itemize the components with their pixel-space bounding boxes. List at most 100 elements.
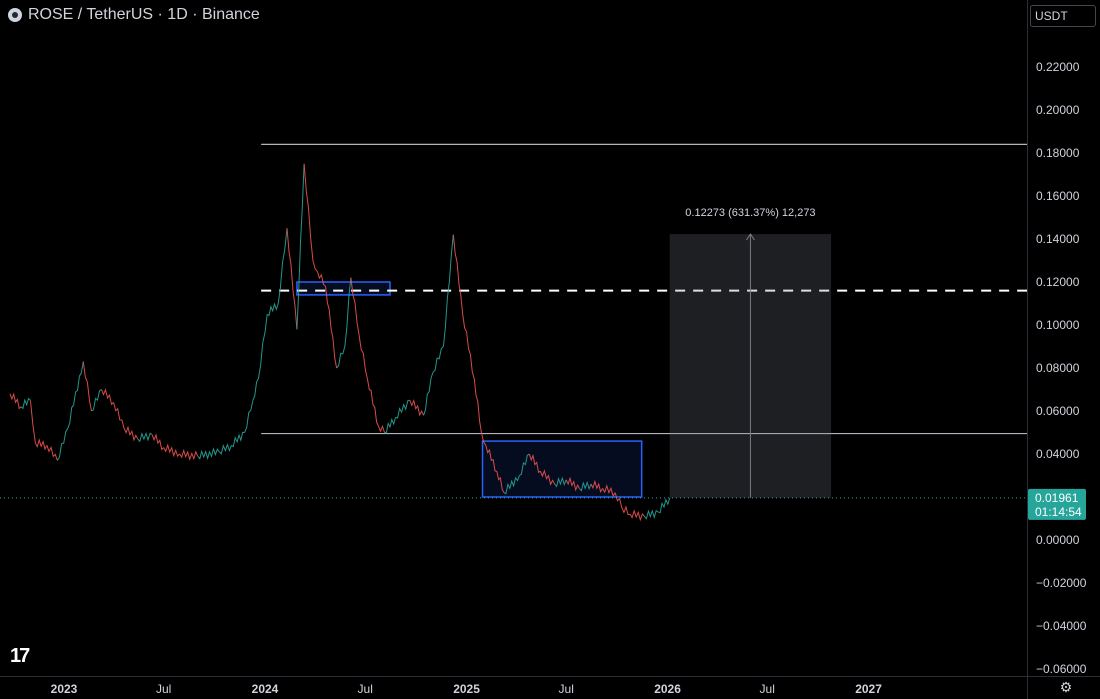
x-tick-label: Jul: [760, 682, 775, 696]
price-series-segment: [554, 476, 567, 488]
price-series-segment: [344, 277, 352, 347]
price-series-segment: [151, 433, 165, 451]
price-series-segment: [179, 448, 199, 461]
y-tick-label: 0.08000: [1036, 361, 1080, 375]
x-tick-label: 2026: [654, 682, 681, 696]
price-series-segment: [503, 475, 520, 495]
price-series-segment: [252, 378, 259, 401]
price-series-segment: [423, 372, 434, 416]
y-tick-label: 0.20000: [1036, 103, 1080, 117]
price-series-segment: [244, 400, 254, 433]
y-tick-label: 0.04000: [1036, 447, 1080, 461]
price-series-segment: [614, 492, 623, 508]
price-series-segment: [602, 484, 616, 498]
price-series-segment: [82, 361, 92, 412]
price-series-segment: [46, 445, 58, 461]
price-series-segment: [528, 453, 541, 474]
y-tick-label: 0.22000: [1036, 60, 1080, 74]
y-tick-label: −0.02000: [1036, 576, 1087, 590]
price-series-segment: [590, 479, 604, 493]
price-series-segment: [316, 271, 326, 287]
price-series-segment: [286, 228, 298, 330]
price-series-segment: [123, 425, 139, 442]
price-series-segment: [113, 402, 125, 429]
y-tick-label: −0.06000: [1036, 662, 1087, 676]
price-series-segment: [303, 163, 314, 261]
y-tick-label: 0.00000: [1036, 533, 1080, 547]
price-series-segment: [277, 228, 288, 304]
price-series-segment: [473, 378, 482, 433]
price-series-segment: [100, 388, 114, 406]
price-series-segment: [20, 397, 31, 410]
price-series-segment: [325, 286, 338, 369]
price-series-segment: [29, 400, 36, 444]
symbol-title[interactable]: ROSE / TetherUS · 1D · Binance: [28, 6, 260, 23]
price-series-segment: [231, 431, 245, 448]
rose-coin-icon: [8, 8, 22, 22]
price-series-segment: [312, 260, 318, 272]
price-series-segment: [56, 427, 69, 461]
price-series-segment: [67, 361, 84, 429]
price-series-segment: [197, 447, 220, 460]
price-badge-countdown: 01:14:54: [1035, 505, 1082, 519]
price-series-segment: [565, 476, 580, 492]
y-tick-label: 0.18000: [1036, 146, 1080, 160]
x-tick-label: 2024: [252, 682, 279, 696]
price-series-segment: [137, 431, 153, 443]
price-series-segment: [358, 335, 368, 379]
x-tick-label: Jul: [358, 682, 373, 696]
price-series-segment: [257, 314, 268, 379]
y-tick-label: 0.06000: [1036, 404, 1080, 418]
price-series-segment: [9, 392, 22, 410]
price-series-segment: [485, 445, 497, 472]
y-tick-label: 0.16000: [1036, 189, 1080, 203]
price-series-segment: [366, 378, 379, 427]
price-series-segment: [266, 302, 279, 317]
measure-arrow-head: [746, 233, 755, 241]
price-series-segment: [384, 417, 396, 434]
price-series-segment: [579, 480, 592, 492]
x-tick-label: Jul: [559, 682, 574, 696]
zone-rectangle[interactable]: [481, 440, 643, 498]
price-series-segment: [452, 234, 464, 315]
y-tick-label: 0.12000: [1036, 275, 1080, 289]
y-tick-label: 0.14000: [1036, 232, 1080, 246]
price-series-segment: [395, 399, 410, 419]
zone-rectangle[interactable]: [296, 281, 391, 296]
price-series-segment: [442, 234, 454, 347]
price-series-segment: [163, 443, 180, 458]
gear-icon[interactable]: ⚙: [1059, 679, 1073, 695]
x-tick-label: 2025: [453, 682, 480, 696]
measure-label: 0.12273 (631.37%) 12,273: [685, 207, 815, 219]
price-series-segment: [519, 453, 530, 476]
price-series-segment: [377, 424, 385, 433]
price-series-segment: [629, 509, 645, 522]
price-series-segment: [34, 438, 48, 451]
price-series-segment: [480, 432, 487, 446]
price-series-segment: [644, 509, 659, 520]
x-tick-label: 2023: [51, 682, 78, 696]
x-tick-label: Jul: [156, 682, 171, 696]
price-series-segment: [432, 346, 444, 373]
price-series-segment: [409, 398, 425, 417]
price-series-segment: [296, 163, 305, 330]
price-series-segment: [91, 389, 102, 412]
price-series-segment: [621, 505, 631, 516]
price-series-segment: [336, 346, 346, 369]
y-tick-label: 0.10000: [1036, 318, 1080, 332]
currency-selector[interactable]: USDT: [1030, 5, 1096, 27]
price-series-segment: [496, 471, 505, 493]
chart-header: ROSE / TetherUS · 1D · Binance: [8, 6, 260, 24]
tradingview-logo-icon[interactable]: 17: [10, 645, 30, 667]
price-series-segment: [462, 314, 475, 379]
price-badge: [1028, 488, 1086, 520]
price-badge-value: 0.01961: [1035, 491, 1079, 505]
price-series-segment: [658, 497, 671, 514]
price-series-segment: [350, 277, 360, 336]
x-tick-label: 2027: [855, 682, 882, 696]
price-series-segment: [539, 469, 556, 486]
price-series-segment: [218, 443, 232, 455]
y-tick-label: −0.04000: [1036, 619, 1087, 633]
